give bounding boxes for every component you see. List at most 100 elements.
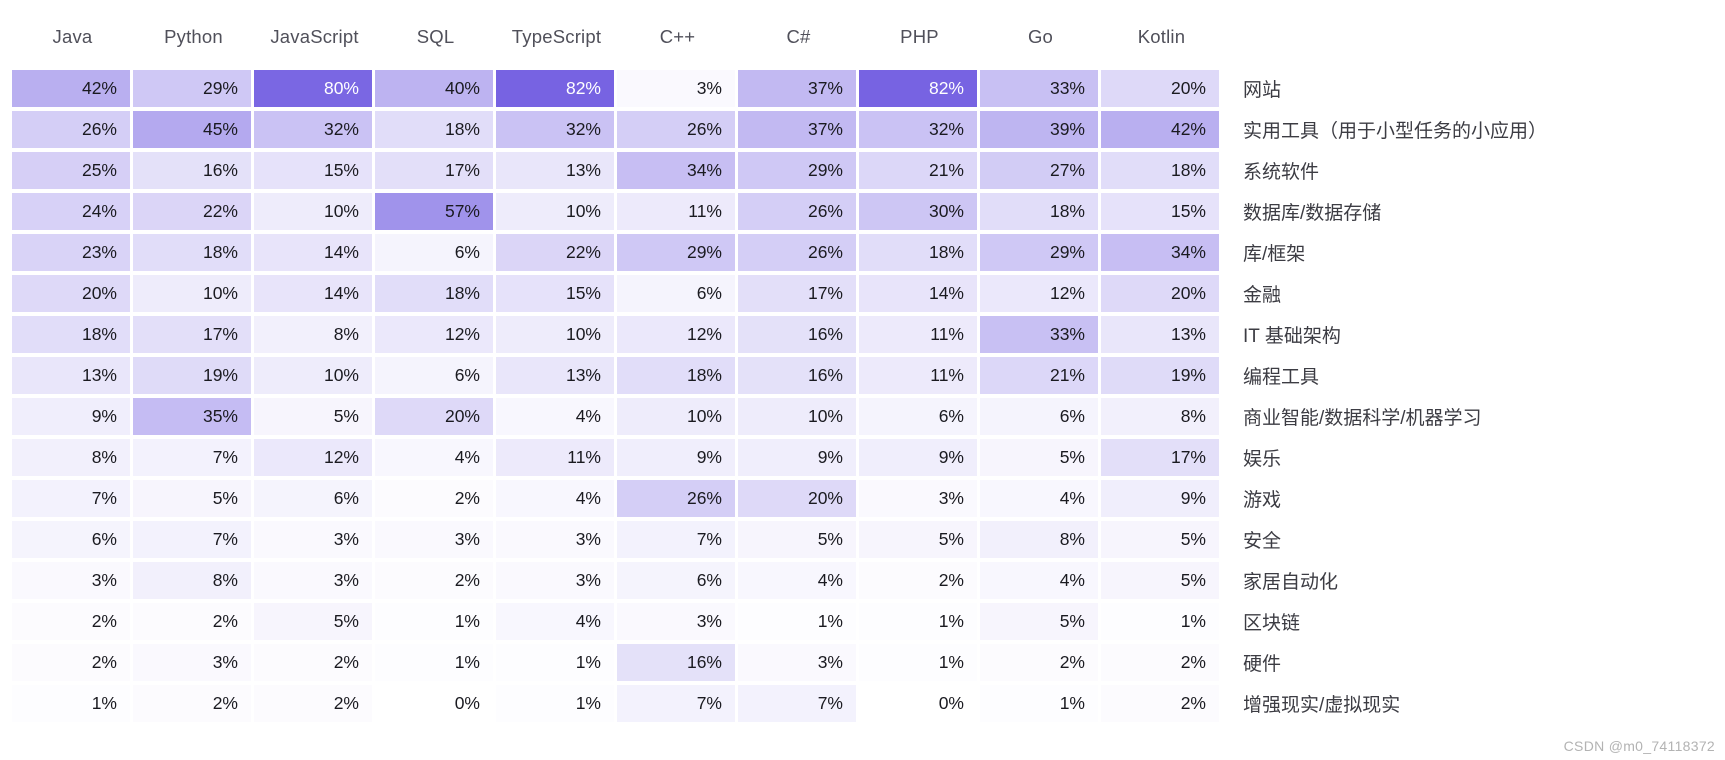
row-label: 家居自动化 xyxy=(1243,572,1339,593)
heatmap-cell: 13% xyxy=(496,152,614,189)
heatmap-cell: 14% xyxy=(254,275,372,312)
heatmap-cell: 2% xyxy=(859,562,977,599)
heatmap-cell: 9% xyxy=(12,398,130,435)
heatmap-cell: 11% xyxy=(496,439,614,476)
heatmap-cell: 1% xyxy=(738,603,856,640)
heatmap-cell: 35% xyxy=(133,398,251,435)
heatmap-cell: 20% xyxy=(12,275,130,312)
heatmap-cell: 30% xyxy=(859,193,977,230)
heatmap-cell: 6% xyxy=(254,480,372,517)
heatmap-cell: 4% xyxy=(496,480,614,517)
row-label: 编程工具 xyxy=(1243,367,1320,388)
heatmap-cell: 2% xyxy=(980,644,1098,681)
heatmap-cell: 9% xyxy=(859,439,977,476)
column-headers: Java Python JavaScript SQL TypeScript C++ C# PH… xyxy=(12,22,1222,52)
heatmap-cell: 22% xyxy=(496,234,614,271)
row-label: 硬件 xyxy=(1243,654,1282,675)
heatmap-cell: 26% xyxy=(12,111,130,148)
heatmap-cell: 45% xyxy=(133,111,251,148)
row-label: 安全 xyxy=(1243,531,1282,552)
heatmap-cell: 33% xyxy=(980,70,1098,107)
heatmap-cell: 16% xyxy=(133,152,251,189)
heatmap-cell: 19% xyxy=(1101,357,1219,394)
heatmap-cell: 2% xyxy=(1101,644,1219,681)
heatmap-cell: 5% xyxy=(738,521,856,558)
heatmap-cell: 6% xyxy=(375,234,493,271)
heatmap-cell: 5% xyxy=(133,480,251,517)
heatmap-cell: 42% xyxy=(1101,111,1219,148)
heatmap-cell: 6% xyxy=(617,562,735,599)
heatmap-cell: 19% xyxy=(133,357,251,394)
heatmap-cell: 2% xyxy=(1101,685,1219,722)
heatmap-cell: 1% xyxy=(1101,603,1219,640)
heatmap-cell: 2% xyxy=(254,685,372,722)
heatmap-cell: 33% xyxy=(980,316,1098,353)
heatmap-cell: 10% xyxy=(738,398,856,435)
heatmap-cell: 4% xyxy=(496,398,614,435)
heatmap-cell: 5% xyxy=(254,398,372,435)
heatmap-cell: 3% xyxy=(496,521,614,558)
heatmap-cell: 7% xyxy=(617,521,735,558)
row-label: 娱乐 xyxy=(1243,449,1282,470)
heatmap-cell: 12% xyxy=(254,439,372,476)
heatmap-cell: 18% xyxy=(133,234,251,271)
heatmap-cell: 57% xyxy=(375,193,493,230)
heatmap-cell: 4% xyxy=(375,439,493,476)
column-header-javascript: JavaScript xyxy=(270,26,359,47)
row-label: 数据库/数据存储 xyxy=(1243,203,1382,224)
heatmap-cell: 8% xyxy=(133,562,251,599)
heatmap-cell: 20% xyxy=(738,480,856,517)
heatmap-cell: 82% xyxy=(496,70,614,107)
heatmap-cell: 18% xyxy=(980,193,1098,230)
heatmap-cell: 21% xyxy=(980,357,1098,394)
heatmap-cell: 17% xyxy=(1101,439,1219,476)
heatmap-cell: 5% xyxy=(980,439,1098,476)
heatmap-cell: 3% xyxy=(496,562,614,599)
heatmap-cell: 15% xyxy=(254,152,372,189)
heatmap-cell: 8% xyxy=(12,439,130,476)
heatmap-cell: 39% xyxy=(980,111,1098,148)
heatmap-cell: 3% xyxy=(859,480,977,517)
heatmap-cell: 4% xyxy=(738,562,856,599)
column-header-sql: SQL xyxy=(416,26,455,47)
heatmap-cell: 32% xyxy=(496,111,614,148)
heatmap-cell: 4% xyxy=(980,480,1098,517)
row-label: 系统软件 xyxy=(1243,162,1320,183)
heatmap-cell: 10% xyxy=(133,275,251,312)
column-header-python: Python xyxy=(164,26,223,47)
heatmap-cell: 3% xyxy=(12,562,130,599)
heatmap-cell: 1% xyxy=(375,644,493,681)
heatmap-cell: 12% xyxy=(980,275,1098,312)
row-label: 商业智能/数据科学/机器学习 xyxy=(1243,408,1482,429)
heatmap-cell: 37% xyxy=(738,70,856,107)
heatmap-cell: 0% xyxy=(375,685,493,722)
heatmap-cell: 7% xyxy=(617,685,735,722)
heatmap-cell: 3% xyxy=(133,644,251,681)
heatmap-cell: 23% xyxy=(12,234,130,271)
heatmap-cell: 9% xyxy=(617,439,735,476)
heatmap-cell: 2% xyxy=(12,644,130,681)
row-label: 库/框架 xyxy=(1243,244,1306,265)
heatmap-cell: 42% xyxy=(12,70,130,107)
heatmap-cell: 27% xyxy=(980,152,1098,189)
heatmap-cell: 14% xyxy=(254,234,372,271)
heatmap-cell: 37% xyxy=(738,111,856,148)
heatmap-cell: 80% xyxy=(254,70,372,107)
heatmap-cell: 15% xyxy=(496,275,614,312)
heatmap-cell: 10% xyxy=(617,398,735,435)
heatmap-cell: 8% xyxy=(1101,398,1219,435)
heatmap-cell: 1% xyxy=(496,644,614,681)
heatmap-cell: 13% xyxy=(496,357,614,394)
heatmap-cell: 11% xyxy=(617,193,735,230)
heatmap-cell: 16% xyxy=(738,357,856,394)
heatmap-cell: 18% xyxy=(375,275,493,312)
heatmap-cell: 18% xyxy=(12,316,130,353)
heatmap-cell: 5% xyxy=(980,603,1098,640)
row-label: 网站 xyxy=(1243,80,1282,101)
heatmap-cell: 24% xyxy=(12,193,130,230)
heatmap-cell: 5% xyxy=(1101,562,1219,599)
heatmap-cell: 8% xyxy=(254,316,372,353)
heatmap-cell: 2% xyxy=(375,562,493,599)
heatmap-cell: 34% xyxy=(1101,234,1219,271)
heatmap-cell: 13% xyxy=(12,357,130,394)
